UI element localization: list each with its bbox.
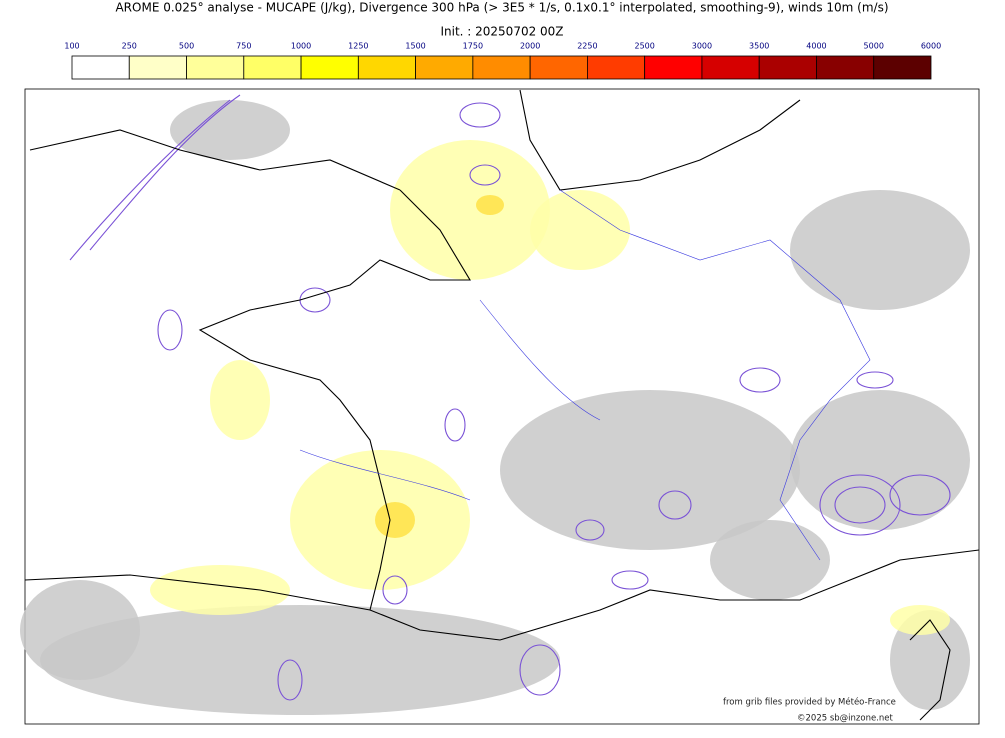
divergence-contours [69, 94, 951, 701]
init-time: Init. : 20250702 00Z [440, 25, 563, 39]
source-credit: from grib files provided by Météo-France [723, 697, 896, 708]
copyright: ©2025 sb@inzone.net [797, 714, 894, 724]
colorbar-segment [758, 55, 817, 80]
colorbar-segment [816, 55, 875, 80]
colorbar-tick-label: 4000 [806, 42, 826, 51]
colorbar-tick-label: 2000 [520, 42, 540, 51]
colorbar-segment [415, 55, 474, 80]
colorbar-tick-label: 3500 [749, 42, 769, 51]
colorbar-tick-label: 2500 [634, 42, 654, 51]
colorbar-segment [644, 55, 703, 80]
colorbar-tick-label: 3000 [692, 42, 712, 51]
colorbar-tick-label: 2250 [577, 42, 597, 51]
colorbar-segment [243, 55, 302, 80]
colorbar-tick-label: 6000 [921, 42, 941, 51]
colorbar-tick-label: 1250 [348, 42, 368, 51]
terrain [20, 100, 970, 715]
colorbar-segment [873, 55, 932, 80]
map [20, 88, 980, 725]
colorbar-segment [186, 55, 245, 80]
colorbar-tick-label: 500 [179, 42, 194, 51]
colorbar-segment [529, 55, 588, 80]
cape-areas [150, 140, 950, 635]
colorbar-segment [71, 55, 130, 80]
colorbar-tick-label: 750 [236, 42, 251, 51]
colorbar-segment [587, 55, 646, 80]
coastlines [24, 89, 980, 721]
colorbar-tick-label: 1750 [463, 42, 483, 51]
borders [299, 189, 871, 561]
colorbar-tick-label: 100 [64, 42, 79, 51]
colorbar-tick-label: 5000 [864, 42, 884, 51]
title: AROME 0.025° analyse - MUCAPE (J/kg), Di… [115, 1, 888, 15]
colorbar: 100 250 500 750 1000 1250 1500 1750 2000 2250 2500… [64, 42, 941, 80]
colorbar-segment [128, 55, 187, 80]
colorbar-segment [472, 55, 531, 80]
colorbar-segment [357, 55, 417, 80]
colorbar-tick-label: 1500 [405, 42, 425, 51]
colorbar-tick-label: 250 [122, 42, 137, 51]
colorbar-segment [300, 55, 359, 80]
colorbar-tick-label: 1000 [291, 42, 311, 51]
colorbar-segment [701, 55, 760, 80]
